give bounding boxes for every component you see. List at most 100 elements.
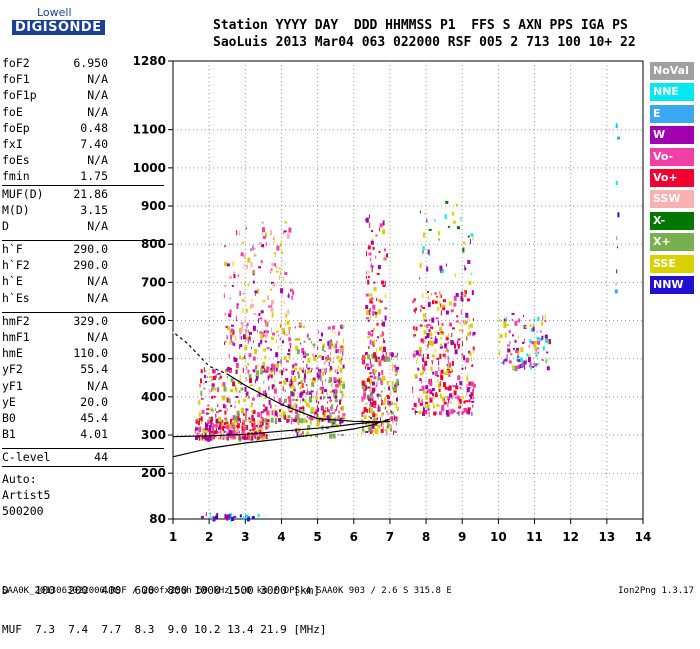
echo-point [305,353,309,357]
echo-point [371,297,374,301]
echo-point [203,382,205,385]
echo-point [382,401,386,405]
echo-point [394,367,397,373]
echo-point [334,423,337,426]
echo-point [499,319,502,322]
echo-point [363,415,367,420]
echo-point [445,409,449,415]
echo-point [339,381,343,384]
echo-point [380,417,382,423]
echo-point [373,287,377,292]
echo-point [273,388,277,394]
echo-point [427,344,429,349]
echo-point [291,381,294,386]
echo-point [537,347,540,350]
echo-point [381,280,385,285]
echo-point [372,304,376,310]
echo-point [291,409,293,412]
echo-point [384,254,386,260]
echo-point [435,336,437,340]
echo-point [426,354,429,359]
echo-point [259,317,263,320]
echo-points [194,122,621,522]
echo-point [322,346,324,352]
echo-point [456,383,457,386]
echo-point [439,293,442,299]
echo-point [317,378,320,381]
echo-point [260,310,264,314]
echo-point [382,426,384,432]
echo-point [469,352,472,357]
legend-item-vo: Vo+ [650,168,694,187]
echo-point [370,428,372,431]
echo-point [456,412,459,415]
echo-point [225,369,228,372]
echo-point [228,435,230,438]
echo-point [252,280,255,284]
echo-point [222,435,225,440]
echo-point [386,410,388,413]
echo-point [529,339,532,344]
echo-point [280,288,284,294]
echo-point [413,334,417,337]
echo-point [522,341,524,344]
echo-point [226,436,229,441]
echo-point [422,411,425,416]
echo-point [224,419,228,423]
echo-point [334,377,336,381]
echo-point [464,267,467,271]
echo-point [528,354,531,359]
param-value: 290.0 [73,258,108,273]
echo-point [332,325,336,330]
echo-point [327,409,330,413]
echo-point [313,356,317,361]
echo-point [281,292,283,298]
echo-point [240,335,242,340]
echo-point [246,323,248,329]
echo-point [245,336,249,341]
echo-point [395,422,397,426]
echo-point [252,425,256,431]
echo-point [422,245,425,250]
echo-point [261,232,263,236]
echo-point [321,418,324,422]
echo-point [378,372,381,377]
echo-point [441,304,445,308]
echo-point [219,375,222,379]
echo-point [429,381,433,386]
echo-point [458,329,462,332]
echo-point [341,415,345,418]
echo-point [423,330,427,335]
echo-point [288,408,290,413]
echo-point [198,436,200,441]
echo-point [236,423,240,429]
echo-point [436,403,439,406]
echo-point [378,356,380,359]
echo-point [367,336,371,339]
echo-point [434,300,438,304]
echo-point [251,410,254,414]
echo-point [200,369,203,374]
echo-point [419,324,423,327]
echo-point [318,330,319,334]
echo-point [382,321,386,327]
digisonde-logo: Lowell DIGISONDE [4,6,105,46]
echo-point [390,390,392,396]
param-key: hmF2 [2,313,30,328]
echo-point [387,413,389,416]
echo-point [234,385,236,391]
echo-point [307,425,311,430]
echo-point [245,409,247,411]
echo-point [337,415,339,420]
param-value: N/A [87,72,108,87]
echo-point [248,436,251,441]
echo-point [258,386,261,392]
echo-point [383,338,384,341]
echo-point [471,400,475,403]
echo-point [363,392,367,398]
param-value: N/A [87,153,108,168]
echo-point [316,390,318,396]
echo-point [291,376,293,380]
echo-point [283,230,287,233]
echo-point [440,333,444,335]
